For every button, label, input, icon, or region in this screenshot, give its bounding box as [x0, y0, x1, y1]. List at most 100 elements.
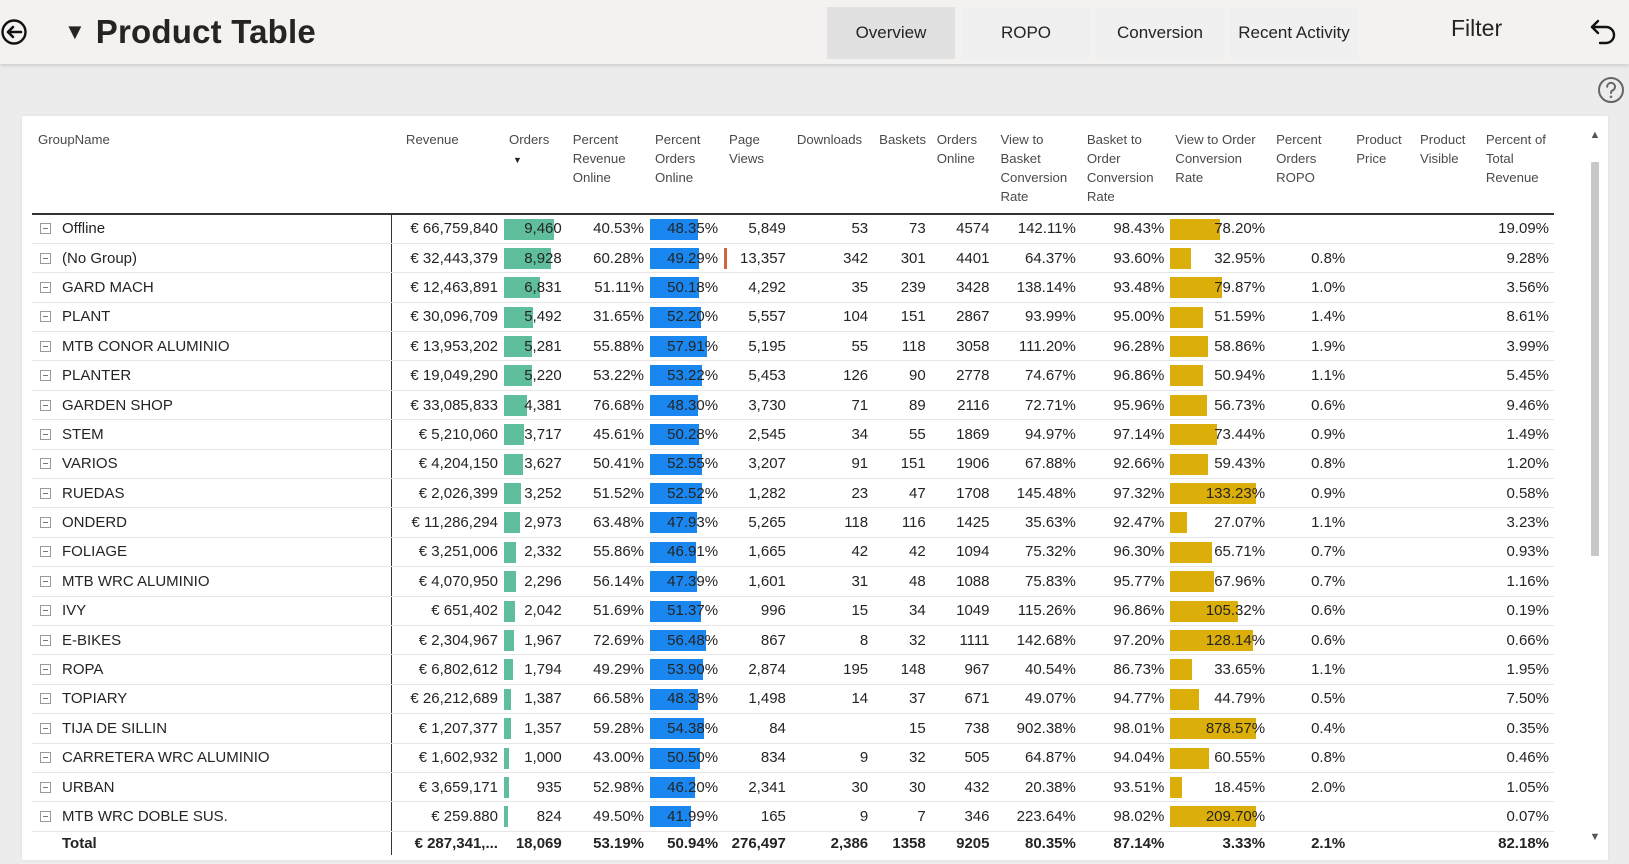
tab-recent-activity[interactable]: Recent Activity [1230, 7, 1358, 59]
expand-plus-icon[interactable] [40, 546, 51, 558]
scroll-down-icon[interactable]: ▼ [1589, 831, 1601, 843]
back-arrow-circle-icon[interactable] [0, 16, 32, 48]
table-row[interactable]: RUEDAS € 2,026,399 3,252 51.52% 52.52% 1,282 2… [32, 478, 1554, 509]
col-header-orders-online[interactable]: Orders Online [930, 122, 995, 215]
expand-plus-icon[interactable] [40, 340, 51, 352]
col-header-percent-orders-ropo[interactable]: Percent Orders ROPO [1270, 122, 1351, 215]
expand-plus-icon[interactable] [40, 370, 51, 382]
col-header-product-visible[interactable]: Product Visible [1414, 122, 1480, 215]
filter-button[interactable]: Filter [1445, 14, 1508, 43]
table-row[interactable]: Offline € 66,759,840 9,460 40.53% 48.35% 5,84… [32, 214, 1554, 244]
scrollbar-thumb[interactable] [1591, 162, 1599, 556]
col-header-product-price[interactable]: Product Price [1350, 122, 1415, 215]
col-header-revenue[interactable]: Revenue [391, 122, 503, 215]
cell-product-visible [1414, 331, 1480, 362]
cell-downloads: 23 [790, 478, 874, 509]
cell-view-to-order: 51.59% [1169, 302, 1271, 333]
col-header-basket-to-order[interactable]: Basket to Order Conversion Rate [1080, 122, 1170, 215]
expand-plus-icon[interactable] [40, 752, 51, 764]
col-header-view-to-order[interactable]: View to Order Conversion Rate [1169, 122, 1271, 215]
expand-plus-icon[interactable] [40, 811, 51, 822]
col-header-percent-revenue-online[interactable]: Percent Revenue Online [566, 122, 649, 215]
col-header-page-views[interactable]: Page Views [723, 122, 791, 215]
col-header-view-to-basket[interactable]: View to Basket Conversion Rate [994, 122, 1081, 215]
percent-orders-online-data-bar [650, 600, 701, 622]
table-row[interactable]: URBAN € 3,659,171 935 52.98% 46.20% 2,341 30 30… [32, 772, 1554, 803]
expand-plus-icon[interactable] [40, 575, 51, 587]
table-row[interactable]: GARDEN SHOP € 33,085,833 4,381 76.68% 48.30%… [32, 390, 1554, 421]
col-header-baskets[interactable]: Baskets [873, 122, 931, 215]
expand-plus-icon[interactable] [40, 517, 51, 529]
table-row[interactable]: CARRETERA WRC ALUMINIO € 1,602,932 1,000 43… [32, 743, 1554, 773]
expand-plus-icon[interactable] [40, 399, 51, 411]
cell-baskets: 32 [873, 625, 931, 656]
cell-value: 432 [964, 778, 990, 796]
col-header-percent-total-revenue[interactable]: Percent of Total Revenue [1479, 122, 1554, 215]
help-circle-icon[interactable] [1597, 76, 1625, 104]
cell-baskets: 47 [873, 478, 931, 509]
expand-plus-icon[interactable] [40, 487, 51, 499]
table-row[interactable]: (No Group) € 32,443,379 8,928 60.28% 49.29% 1… [32, 243, 1554, 274]
cell-value: 50.94% [1214, 367, 1266, 385]
tab-overview[interactable]: Overview [827, 7, 955, 59]
col-header-groupname[interactable]: GroupName [32, 122, 392, 215]
tab-ropo[interactable]: ROPO [962, 7, 1090, 59]
table-row[interactable]: ROPA € 6,802,612 1,794 49.29% 53.90% 2,874 195… [32, 654, 1554, 685]
total-percent-orders-ropo: 2.1% [1270, 830, 1351, 856]
col-header-orders[interactable]: Orders ▼ [502, 122, 567, 215]
expand-plus-icon[interactable] [40, 252, 51, 264]
vertical-scrollbar[interactable]: ▲ ▼ [1586, 124, 1604, 854]
cell-revenue: € 30,096,709 [391, 302, 503, 333]
cell-percent-orders-online: 51.37% [649, 596, 724, 626]
table-row[interactable]: PLANTER € 19,049,290 5,220 53.22% 53.22% 5,45… [32, 360, 1554, 391]
table-row[interactable]: MTB WRC DOBLE SUS. € 259.880 824 49.50% 41.9… [32, 801, 1554, 832]
cell-orders: 824 [502, 801, 567, 832]
table-row[interactable]: ONDERD € 11,286,294 2,973 63.48% 47.93% 5,265… [32, 507, 1554, 538]
cell-view-to-basket: 111.20% [994, 331, 1081, 362]
expand-plus-icon[interactable] [40, 664, 51, 676]
percent-orders-online-data-bar [650, 629, 706, 651]
table-row[interactable]: TIJA DE SILLIN € 1,207,377 1,357 59.28% 54.3… [32, 713, 1554, 744]
expand-plus-icon[interactable] [40, 281, 51, 293]
table-row[interactable]: TOPIARY € 26,212,689 1,387 66.58% 48.38% 1,49… [32, 684, 1554, 715]
table-row[interactable]: STEM € 5,210,060 3,717 45.61% 50.28% 2,545 34 5… [32, 419, 1554, 450]
table-row[interactable]: FOLIAGE € 3,251,006 2,332 55.86% 46.91% 1,665… [32, 537, 1554, 568]
expand-plus-icon[interactable] [40, 722, 51, 734]
cell-orders-online: 346 [930, 801, 995, 832]
table-row[interactable]: MTB CONOR ALUMINIO € 13,953,202 5,281 55.88… [32, 331, 1554, 362]
col-header-percent-orders-online[interactable]: Percent Orders Online [649, 122, 724, 215]
expand-plus-icon[interactable] [40, 311, 51, 323]
tab-conversion[interactable]: Conversion [1096, 7, 1224, 59]
table-row[interactable]: VARIOS € 4,204,150 3,627 50.41% 52.55% 3,207 9… [32, 449, 1554, 480]
cell-orders-online: 1094 [930, 537, 995, 568]
table-row[interactable]: E-BIKES € 2,304,967 1,967 72.69% 56.48% 867 8 3… [32, 625, 1554, 656]
cell-percent-orders-online: 48.30% [649, 390, 724, 421]
expand-plus-icon[interactable] [40, 428, 51, 440]
expand-plus-icon[interactable] [40, 223, 51, 235]
cell-value: 867 [760, 631, 786, 649]
cell-value: 75.83% [1024, 572, 1076, 590]
cell-downloads: 104 [790, 302, 874, 333]
expand-plus-icon[interactable] [40, 693, 51, 705]
cell-product-price [1350, 331, 1415, 362]
scroll-up-icon[interactable]: ▲ [1589, 129, 1601, 141]
cell-value: € 26,212,689 [410, 690, 498, 708]
table-row[interactable]: PLANT € 30,096,709 5,492 31.65% 52.20% 5,557 1… [32, 302, 1554, 333]
group-name: CARRETERA WRC ALUMINIO [62, 749, 270, 767]
undo-arrow-icon[interactable] [1588, 16, 1620, 48]
caret-down-icon[interactable]: ▼ [64, 19, 86, 44]
table-row[interactable]: MTB WRC ALUMINIO € 4,070,950 2,296 56.14% 47… [32, 566, 1554, 597]
cell-orders-online: 2778 [930, 360, 995, 391]
table-row[interactable]: IVY € 651,402 2,042 51.69% 51.37% 996 15 34 1049… [32, 596, 1554, 626]
cell-value: 53 [851, 220, 869, 238]
table-row[interactable]: GARD MACH € 12,463,891 6,831 51.11% 50.18% 4,… [32, 272, 1554, 303]
expand-plus-icon[interactable] [40, 458, 51, 470]
col-header-downloads[interactable]: Downloads [790, 122, 874, 215]
cell-groupname: STEM [32, 419, 392, 450]
expand-plus-icon[interactable] [40, 634, 51, 646]
cell-basket-to-order: 98.02% [1080, 801, 1170, 832]
expand-plus-icon[interactable] [40, 605, 51, 617]
page-title: Product Table [95, 13, 316, 50]
cell-value: 56.48% [667, 631, 719, 649]
expand-plus-icon[interactable] [40, 781, 51, 793]
